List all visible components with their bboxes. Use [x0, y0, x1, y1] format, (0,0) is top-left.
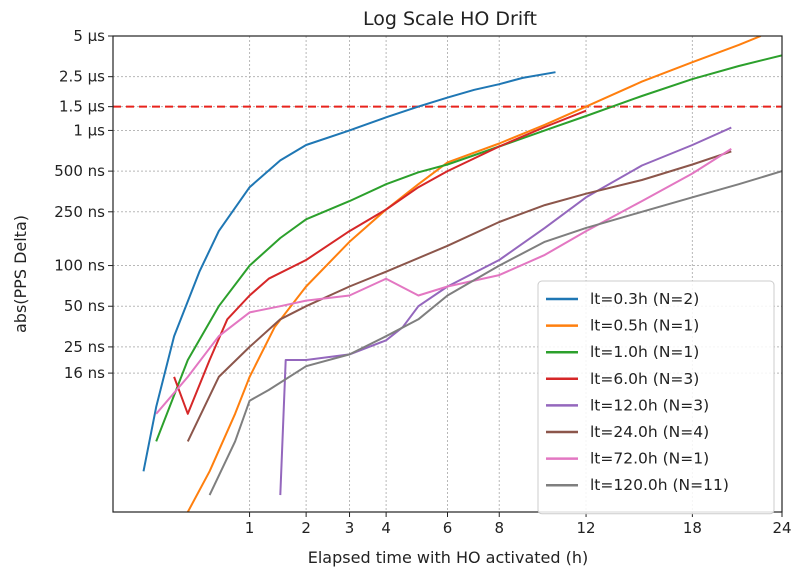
y-tick-label: 2.5 µs [59, 68, 105, 86]
chart-title: Log Scale HO Drift [363, 8, 537, 30]
x-tick-label: 8 [494, 519, 504, 537]
x-tick-label: 12 [577, 519, 596, 537]
x-tick-label: 3 [345, 519, 355, 537]
x-tick-label: 18 [683, 519, 702, 537]
x-tick-label: 1 [245, 519, 255, 537]
series-line [155, 54, 782, 442]
series-line [186, 150, 732, 442]
x-tick-label: 4 [381, 519, 391, 537]
y-tick-label: 16 ns [64, 364, 105, 382]
y-axis-label: abs(PPS Delta) [11, 215, 30, 333]
y-axis-ticks: 5 µs 2.5 µs 1.5 µs 1 µs 500 ns 250 ns 100 ns 50… [54, 27, 113, 382]
legend-label: lt=24.0h (N=4) [590, 423, 709, 441]
series-line [173, 109, 587, 415]
series-line [208, 170, 782, 496]
x-tick-label: 2 [301, 519, 311, 537]
legend: lt=0.3h (N=2) lt=0.5h (N=1) lt=1.0h (N=1) l… [537, 280, 775, 515]
legend-label: lt=6.0h (N=3) [590, 370, 699, 388]
y-tick-label: 1 µs [73, 121, 105, 139]
legend-label: lt=120.0h (N=11) [590, 476, 729, 494]
y-tick-label: 500 ns [54, 162, 105, 180]
y-tick-label: 250 ns [54, 203, 105, 221]
y-tick-label: 25 ns [64, 338, 105, 356]
legend-label: lt=0.3h (N=2) [590, 290, 699, 308]
series-line [186, 36, 762, 512]
legend-label: lt=72.0h (N=1) [590, 450, 709, 468]
x-tick-label: 6 [443, 519, 453, 537]
series-layer [142, 36, 782, 512]
y-tick-label: 5 µs [73, 27, 105, 45]
x-axis-ticks: 1 2 3 4 6 8 12 18 24 [245, 512, 792, 537]
y-tick-label: 50 ns [64, 297, 105, 315]
y-tick-label: 1.5 µs [59, 98, 105, 116]
y-tick-label: 100 ns [54, 257, 105, 275]
x-tick-label: 24 [772, 519, 791, 537]
series-line [155, 148, 732, 415]
series-line [279, 126, 732, 496]
legend-label: lt=1.0h (N=1) [590, 343, 699, 361]
x-axis-label: Elapsed time with HO activated (h) [308, 548, 589, 567]
legend-label: lt=12.0h (N=3) [590, 396, 709, 414]
series-line [142, 71, 556, 472]
legend-label: lt=0.5h (N=1) [590, 317, 699, 335]
legend-box [537, 280, 775, 515]
